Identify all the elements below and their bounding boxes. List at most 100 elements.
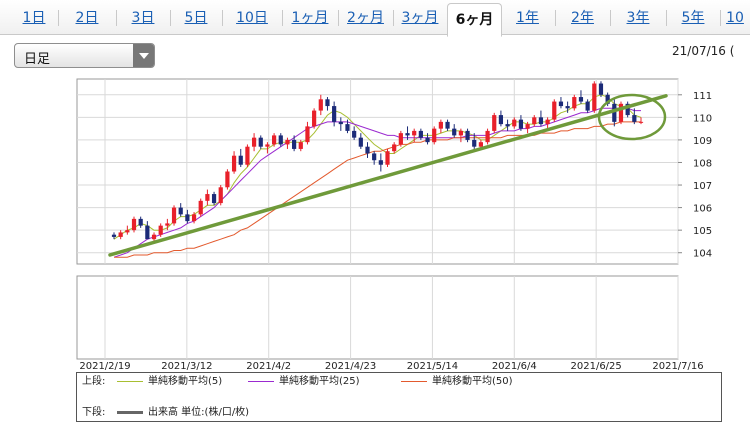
tab-1[interactable]: 2日 <box>75 10 99 26</box>
candle-body <box>131 218 137 231</box>
tab-10[interactable]: 2年 <box>571 10 594 26</box>
candle-body <box>545 119 550 125</box>
x-tick-label: 2021/6/25 <box>571 361 622 372</box>
y-tick-label: 104 <box>693 249 712 260</box>
candle-body <box>618 103 624 122</box>
candle-body <box>592 83 597 111</box>
legend-sma5: 単純移動平均(5) <box>114 376 222 388</box>
candle-body <box>372 153 377 161</box>
candle-body <box>598 83 604 95</box>
candle-body <box>352 130 357 138</box>
candle-body <box>118 232 123 237</box>
legend-volume: 出来高 単位:(株/口/枚) <box>114 407 249 419</box>
candle-body <box>265 144 270 147</box>
candle-body <box>345 124 350 131</box>
candle-body <box>338 121 343 125</box>
candle-period-select[interactable]: 日足 <box>14 43 155 68</box>
candle-body <box>625 103 630 116</box>
candle-body <box>285 139 290 145</box>
candle-body <box>258 137 263 147</box>
candle-body <box>378 160 383 165</box>
x-tick-label: 2021/7/16 <box>652 361 703 372</box>
tab-12[interactable]: 5年 <box>681 10 705 26</box>
y-tick-label: 108 <box>693 158 712 169</box>
candle-body <box>478 142 483 147</box>
chart-date-label: 21/07/16 ( <box>672 44 735 58</box>
candle-body <box>432 128 437 143</box>
tab-3[interactable]: 5日 <box>184 10 208 26</box>
candle-body <box>512 119 517 127</box>
candle-body <box>225 171 230 188</box>
tab-7[interactable]: 3ヶ月 <box>401 10 439 26</box>
candle-body <box>278 135 283 145</box>
candle-body <box>565 106 570 109</box>
candle-body <box>318 99 323 111</box>
candle-body <box>465 130 470 140</box>
candle-body <box>245 146 250 165</box>
candle-body <box>292 139 297 149</box>
y-tick-label: 107 <box>693 181 712 192</box>
candle-body <box>472 139 477 147</box>
tab-11[interactable]: 3年 <box>626 10 650 26</box>
candle-body <box>158 225 163 235</box>
chart-legend: 上段: 単純移動平均(5) 単純移動平均(25) 単純移動平均(50) 下段: … <box>76 372 722 422</box>
tab-5[interactable]: 1ヶ月 <box>291 10 329 26</box>
candle-body <box>138 218 143 226</box>
candle-body <box>578 97 584 102</box>
y-tick-label: 109 <box>693 136 712 147</box>
candle-body <box>558 101 564 107</box>
candle-body <box>312 110 317 127</box>
candle-body <box>145 225 150 240</box>
y-tick-label: 105 <box>693 226 712 237</box>
x-tick-label: 2021/5/14 <box>407 361 458 372</box>
candle-body <box>498 115 504 125</box>
tab-6[interactable]: 2ヶ月 <box>347 10 384 26</box>
candle-body <box>125 230 130 233</box>
x-tick-label: 2021/3/12 <box>161 361 212 372</box>
candle-body <box>178 207 183 215</box>
candle-body <box>525 124 530 129</box>
candle-body <box>358 137 363 147</box>
candle-body <box>412 130 417 136</box>
candle-body <box>632 115 637 122</box>
trendline <box>108 94 668 257</box>
tab-13[interactable]: 10 <box>726 10 744 26</box>
candle-body <box>398 133 403 145</box>
candle-body <box>532 117 537 125</box>
candle-body <box>458 130 463 136</box>
tab-9[interactable]: 1年 <box>516 10 539 26</box>
ma-line-2 <box>114 121 641 258</box>
legend-lower-prefix: 下段: <box>82 407 106 418</box>
tab-separator <box>720 10 721 26</box>
candle-body <box>445 121 450 129</box>
candle-body <box>405 133 410 136</box>
candle-body <box>392 144 397 152</box>
candle-body <box>151 234 157 240</box>
y-tick-label: 106 <box>693 204 712 215</box>
tab-2[interactable]: 3日 <box>131 10 155 26</box>
candle-body <box>171 207 177 224</box>
legend-lower-row: 下段: 出来高 単位:(株/口/枚) <box>82 407 249 419</box>
candle-body <box>205 194 210 201</box>
candle-body <box>638 121 644 123</box>
candle-body <box>385 151 390 165</box>
tab-separator <box>282 10 283 26</box>
x-tick-label: 2021/4/23 <box>325 361 376 372</box>
highlight-ellipse <box>597 93 667 141</box>
candle-body <box>518 119 524 129</box>
candle-body <box>198 200 203 215</box>
period-tabbar <box>0 0 750 35</box>
tab-separator <box>338 10 339 26</box>
candle-period-value: 日足 <box>24 52 51 67</box>
candle-body <box>418 130 423 138</box>
tab-4[interactable]: 10日 <box>236 10 268 26</box>
tab-0[interactable]: 1日 <box>22 10 46 26</box>
tab-separator <box>610 10 611 26</box>
legend-upper-prefix: 上段: <box>82 376 106 387</box>
candle-body <box>272 135 277 145</box>
candle-body <box>538 117 544 125</box>
tab-8[interactable]: 6ヶ月 <box>447 3 502 37</box>
x-tick-label: 2021/6/4 <box>492 361 537 372</box>
candle-body <box>185 214 190 222</box>
